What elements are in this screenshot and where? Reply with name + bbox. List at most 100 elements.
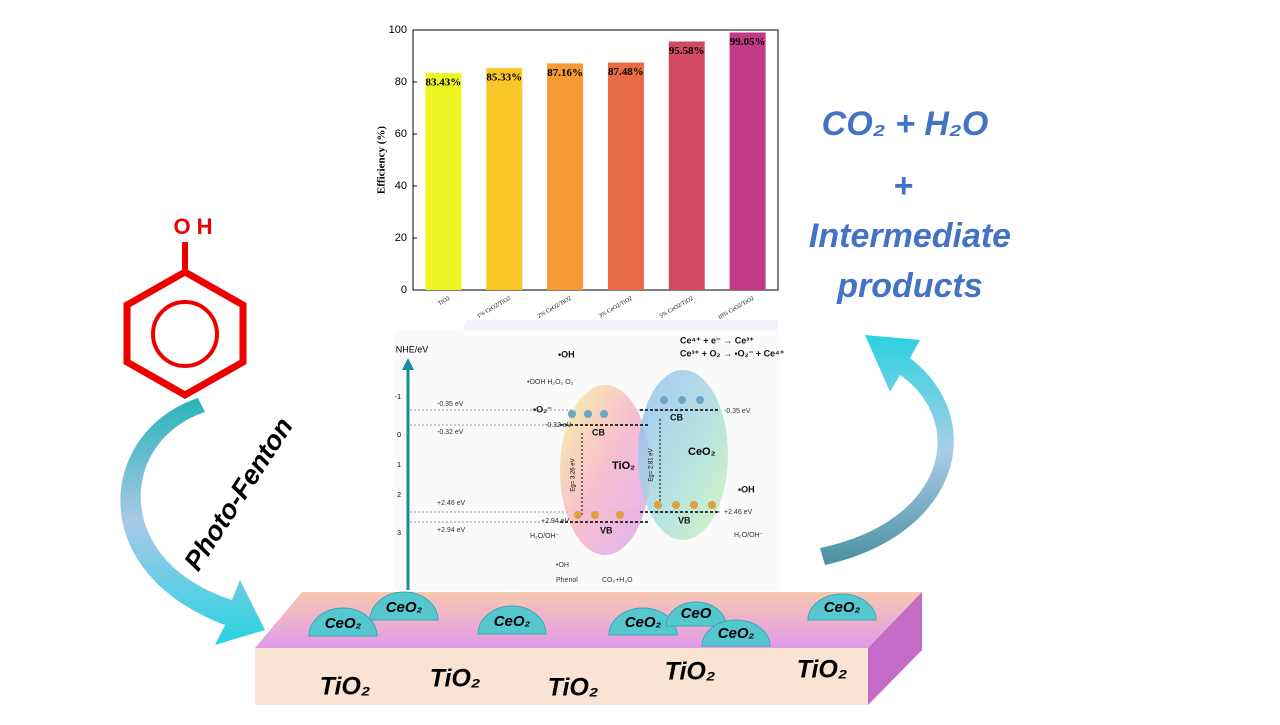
- holes: [574, 501, 716, 519]
- cycle-arrow-right: [820, 335, 954, 565]
- species: •OH: [738, 484, 755, 494]
- plot-frame: [412, 29, 779, 291]
- hole: [672, 501, 680, 509]
- level-label: -0.35 eV: [437, 401, 464, 408]
- product-text: Intermediate: [809, 217, 1011, 255]
- species: CO₂+H₂O: [602, 577, 633, 584]
- hole: [654, 501, 662, 509]
- ceo2-dome: [369, 591, 439, 621]
- y-tick-label: 60: [395, 128, 407, 140]
- aromatic-circle: [151, 300, 219, 368]
- slab-front: [255, 648, 868, 705]
- ceo2-label: CeO₂: [718, 625, 755, 642]
- hole: [591, 511, 599, 519]
- tio2-labels: TiO₂ TiO₂ TiO₂ TiO₂ TiO₂: [320, 656, 848, 702]
- bar: [486, 68, 523, 290]
- x-tick-label: 3% CeO2/TiO2: [598, 296, 634, 320]
- value-label: 99.05%: [730, 36, 766, 48]
- level-label: +2.46 eV: [724, 509, 753, 516]
- electron: [660, 396, 668, 404]
- reaction: Ce³⁺ + O₂ → •O₂⁻ + Ce⁴⁺: [680, 348, 785, 358]
- band-gap: Eg= 3.26 eV: [571, 458, 577, 491]
- ceo2-label: CeO₂: [325, 615, 362, 632]
- energy-tick-label: 3: [397, 530, 401, 537]
- ceo2-dome: [308, 607, 378, 637]
- band-label: CB: [670, 412, 683, 422]
- electron: [600, 410, 608, 418]
- tio2-label: TiO₂: [430, 665, 481, 693]
- bar: [425, 73, 462, 290]
- electron: [584, 410, 592, 418]
- ceo2-label: CeO₂: [625, 614, 662, 631]
- tio2-particle: [560, 385, 650, 555]
- x-tick-label: TiO2: [437, 296, 451, 307]
- band-label: VB: [600, 525, 613, 535]
- value-label: 87.16%: [547, 67, 583, 79]
- species: H₂O/OH⁻: [530, 533, 560, 540]
- semiconductor-name: TiO₂: [612, 460, 635, 472]
- level-label: -0.35 eV: [724, 408, 751, 415]
- axis-arrowhead: [402, 358, 414, 370]
- energy-tick-label: 1: [397, 462, 401, 469]
- ceo2-label: CeO₂: [494, 613, 531, 630]
- hole: [708, 501, 716, 509]
- band-gap: Eg= 2.81 eV: [649, 448, 655, 481]
- level-label: -0.32 eV: [545, 422, 572, 429]
- level-label: +2.94 eV: [437, 527, 466, 534]
- ceo2-label: CeO₂: [386, 599, 423, 616]
- hole: [574, 511, 582, 519]
- reaction: Ce⁴⁺ + e⁻ → Ce³⁺: [680, 335, 754, 345]
- tio2-label: TiO₂: [797, 656, 848, 684]
- energy-ticks: -1 0 1 2 3: [395, 394, 401, 537]
- y-tick-label: 100: [389, 24, 407, 36]
- product-text: CO₂ + H₂O: [822, 105, 989, 143]
- energy-diagram: NHE/eV -1 0 1 2 3 -0.35 eV -0.32 eV +2.46 eV…: [395, 330, 785, 590]
- hole: [690, 501, 698, 509]
- x-tick-label: 10% CeO2/TiO2: [717, 296, 755, 322]
- tio2-label: TiO₂: [665, 658, 716, 686]
- electron: [696, 396, 704, 404]
- ceo2-particles: CeO₂ CeO₂ CeO₂ CeO₂ CeO CeO₂ CeO₂: [308, 591, 877, 647]
- band-label: CB: [592, 427, 605, 437]
- band-label: VB: [678, 515, 691, 525]
- hydroxyl-label: OH: [174, 214, 219, 239]
- electrons: [568, 396, 704, 418]
- hole: [616, 511, 624, 519]
- phenol-structure: OH: [123, 214, 247, 400]
- semiconductor-name: CeO₂: [688, 446, 716, 458]
- ceo2-dome: [477, 605, 547, 635]
- energy-tick-label: 0: [397, 432, 401, 439]
- process-label: Photo-Fenton: [178, 412, 299, 575]
- x-tick-label: 2% CeO2/TiO2: [537, 296, 573, 320]
- benzene-ring: [123, 267, 247, 400]
- species: Phenol: [556, 577, 578, 584]
- value-label: 87.48%: [608, 66, 644, 78]
- energy-tick-label: -1: [395, 394, 401, 401]
- bar: [547, 63, 584, 290]
- x-tick-label: 5% CeO2/TiO2: [659, 296, 695, 320]
- ceo2-dome: [665, 601, 727, 627]
- electron: [678, 396, 686, 404]
- y-axis-label: Efficiency (%): [376, 126, 388, 194]
- level-label: -0.32 eV: [437, 429, 464, 436]
- ceo2-dome: [701, 619, 771, 647]
- product-text: +: [893, 167, 913, 205]
- y-tick-label: 0: [401, 284, 407, 296]
- energy-tick-label: 2: [397, 492, 401, 499]
- y-tick-label: 80: [395, 76, 407, 88]
- ceo2-dome: [608, 607, 678, 636]
- ceo2-dome: [807, 593, 877, 621]
- cycle-arrow-left: [120, 398, 265, 645]
- species: •OH: [558, 349, 575, 359]
- level-label: +2.94 eV: [541, 518, 570, 525]
- energy-axis-label: NHE/eV: [396, 344, 429, 354]
- value-label: 95.58%: [669, 45, 705, 57]
- value-label: 85.33%: [486, 72, 522, 84]
- x-tick-label: 1% CeO2/TiO2: [476, 296, 512, 320]
- tio2-label: TiO₂: [320, 673, 371, 701]
- y-tick-label: 40: [395, 180, 407, 192]
- ceo2-label: CeO₂: [824, 599, 861, 616]
- bar: [729, 32, 766, 290]
- y-tick-label: 20: [395, 232, 407, 244]
